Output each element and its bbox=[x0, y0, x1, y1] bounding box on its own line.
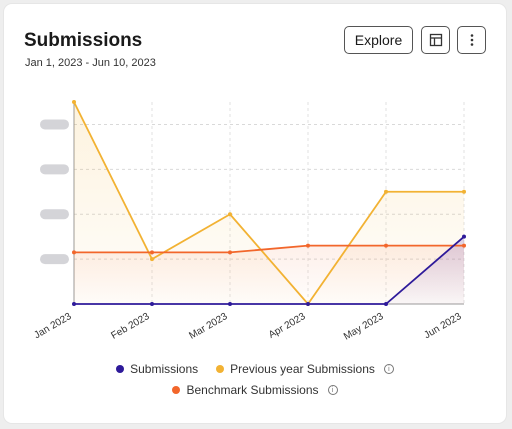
x-tick-label: Apr 2023 bbox=[267, 311, 308, 341]
legend-label-benchmark: Benchmark Submissions bbox=[186, 383, 319, 397]
info-icon[interactable]: i bbox=[383, 364, 394, 374]
data-point-2-0[interactable] bbox=[72, 250, 76, 255]
legend-dot-benchmark bbox=[172, 386, 181, 394]
submissions-card: Submissions Jan 1, 2023 - Jun 10, 2023 E… bbox=[4, 4, 506, 423]
legend-submissions[interactable]: Submissions bbox=[116, 362, 198, 376]
submissions-line-chart: Jan 2023 Feb 2023 Mar 2023 Apr 2023 May 2023… bbox=[32, 100, 466, 343]
data-point-2-1[interactable] bbox=[150, 250, 154, 255]
data-point-0-5[interactable] bbox=[462, 234, 466, 239]
legend-benchmark[interactable]: Benchmark Submissions i bbox=[172, 383, 338, 397]
legend-label-previous: Previous year Submissions bbox=[230, 362, 375, 376]
x-tick-label: Jun 2023 bbox=[422, 311, 464, 341]
table-view-button[interactable] bbox=[421, 26, 450, 54]
y-tick-placeholder bbox=[40, 164, 69, 175]
data-point-2-2[interactable] bbox=[228, 250, 232, 255]
data-point-1-0[interactable] bbox=[72, 100, 76, 104]
legend-dot-previous bbox=[216, 365, 225, 373]
legend-dot-submissions bbox=[116, 365, 125, 373]
explore-button[interactable]: Explore bbox=[344, 26, 413, 54]
y-tick-placeholder bbox=[40, 119, 69, 130]
x-tick-label: Mar 2023 bbox=[187, 311, 229, 342]
data-point-1-1[interactable] bbox=[150, 257, 154, 262]
legend-row-1: Submissions Previous year Submissions i bbox=[4, 362, 506, 376]
data-point-0-3[interactable] bbox=[306, 302, 310, 306]
data-point-2-3[interactable] bbox=[306, 243, 310, 248]
series-line-2 bbox=[74, 244, 464, 254]
data-point-2-4[interactable] bbox=[384, 243, 388, 248]
data-point-2-5[interactable] bbox=[462, 243, 466, 248]
legend-previous[interactable]: Previous year Submissions i bbox=[216, 362, 394, 376]
info-icon[interactable]: i bbox=[327, 385, 338, 395]
data-point-1-2[interactable] bbox=[228, 212, 232, 217]
series-line-1 bbox=[73, 101, 464, 305]
x-tick-label: Jan 2023 bbox=[32, 311, 74, 341]
more-options-button[interactable] bbox=[457, 26, 486, 54]
series-area-0 bbox=[74, 236, 464, 304]
x-tick-label: Feb 2023 bbox=[109, 311, 151, 342]
more-vertical-icon bbox=[470, 34, 473, 46]
y-tick-placeholder bbox=[40, 254, 69, 265]
data-point-0-1[interactable] bbox=[150, 302, 154, 306]
legend-row-2: Benchmark Submissions i bbox=[4, 383, 506, 397]
data-point-1-5[interactable] bbox=[462, 189, 466, 194]
date-range: Jan 1, 2023 - Jun 10, 2023 bbox=[25, 57, 156, 69]
table-icon bbox=[429, 33, 442, 47]
x-tick-label: May 2023 bbox=[342, 311, 386, 343]
data-point-0-2[interactable] bbox=[228, 302, 232, 306]
card-title: Submissions bbox=[24, 30, 143, 51]
series-line-0 bbox=[74, 235, 465, 305]
legend-label-submissions: Submissions bbox=[130, 362, 199, 376]
data-point-0-0[interactable] bbox=[72, 302, 76, 306]
series-area-2 bbox=[74, 245, 464, 304]
data-point-1-4[interactable] bbox=[384, 189, 388, 194]
data-point-0-4[interactable] bbox=[384, 302, 388, 306]
y-tick-placeholder bbox=[40, 209, 69, 220]
